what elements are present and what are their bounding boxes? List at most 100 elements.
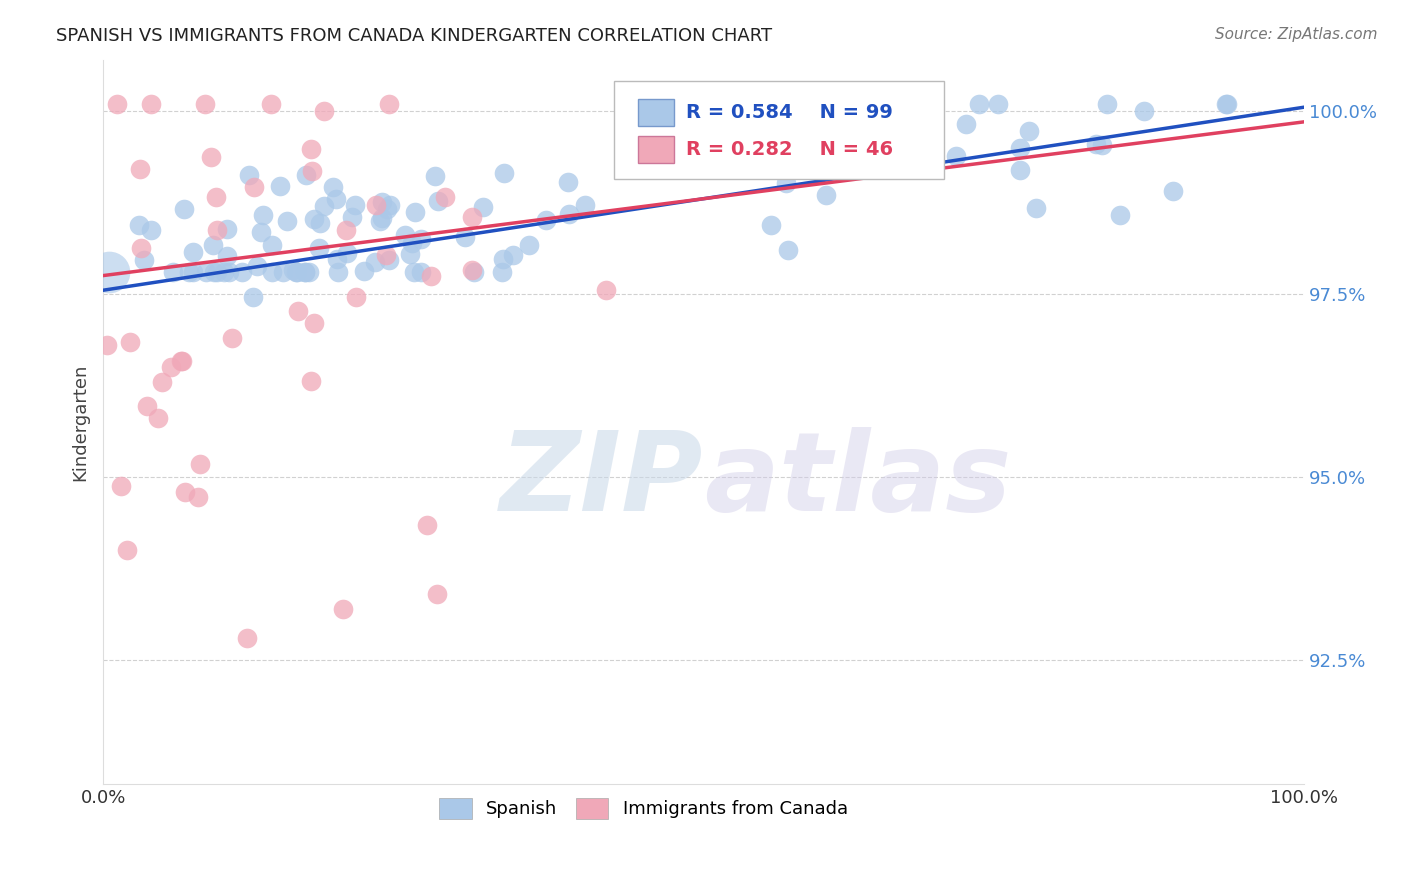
Legend: Spanish, Immigrants from Canada: Spanish, Immigrants from Canada [432,791,855,826]
Point [340,210,363,224]
Text: atlas: atlas [703,426,1011,533]
Point [283,263,305,277]
Point [148,411,170,425]
Point [517,237,540,252]
Point [411,232,433,246]
Point [314,199,336,213]
Point [945,149,967,163]
Point [188,457,211,471]
Point [246,259,269,273]
Text: SPANISH VS IMMIGRANTS FROM CANADA KINDERGARTEN CORRELATION CHART: SPANISH VS IMMIGRANTS FROM CANADA KINDER… [56,27,772,45]
Text: R = 0.282    N = 46: R = 0.282 N = 46 [686,140,893,159]
Point [132,252,155,267]
Point [463,265,485,279]
Point [242,290,264,304]
Point [170,354,193,368]
Point [326,252,349,267]
Point [368,214,391,228]
Point [301,164,323,178]
Point [309,216,332,230]
Point [236,631,259,645]
Point [1095,96,1118,111]
Point [1133,103,1156,118]
Point [806,96,828,111]
Point [250,225,273,239]
Point [269,178,291,193]
Bar [637,99,673,127]
Point [212,265,235,279]
Point [284,265,307,279]
Point [312,103,335,118]
Point [302,212,325,227]
Point [221,331,243,345]
Point [243,179,266,194]
Point [205,265,228,279]
Point [129,241,152,255]
Point [404,265,426,279]
Point [557,175,579,189]
Point [195,265,218,279]
Point [202,265,225,279]
Point [177,265,200,279]
Point [471,200,494,214]
Point [375,202,398,216]
Point [160,360,183,375]
Point [136,399,159,413]
Point [205,223,228,237]
Point [415,518,437,533]
Point [299,142,322,156]
Point [322,180,344,194]
Point [96,338,118,352]
Point [326,265,349,279]
Point [461,210,484,224]
Point [1215,96,1237,111]
Point [252,208,274,222]
Point [371,195,394,210]
Point [117,543,139,558]
Point [202,238,225,252]
Point [626,128,648,143]
Point [1018,124,1040,138]
Point [238,168,260,182]
Point [215,248,238,262]
Point [173,202,195,216]
Point [399,247,422,261]
Point [302,316,325,330]
Point [1025,201,1047,215]
Point [204,190,226,204]
Point [273,265,295,279]
Text: ZIP: ZIP [501,426,703,533]
Point [846,96,869,111]
Point [139,96,162,111]
Point [150,375,173,389]
Point [128,218,150,232]
Point [375,248,398,262]
Point [364,197,387,211]
Point [492,252,515,266]
Point [1008,162,1031,177]
Point [380,198,402,212]
Point [987,96,1010,111]
Point [162,265,184,279]
Point [294,169,316,183]
Point [574,198,596,212]
Point [621,153,644,168]
Point [453,230,475,244]
Text: R = 0.584    N = 99: R = 0.584 N = 99 [686,103,893,122]
Point [427,194,450,208]
Point [260,96,283,111]
Point [353,264,375,278]
Point [287,304,309,318]
Point [187,490,209,504]
Point [1215,96,1237,111]
Point [761,219,783,233]
Point [815,188,838,202]
Point [294,265,316,279]
Point [534,212,557,227]
Point [404,205,426,219]
Point [285,265,308,279]
Point [299,374,322,388]
Text: Source: ZipAtlas.com: Source: ZipAtlas.com [1215,27,1378,42]
Point [378,96,401,111]
Point [461,263,484,277]
